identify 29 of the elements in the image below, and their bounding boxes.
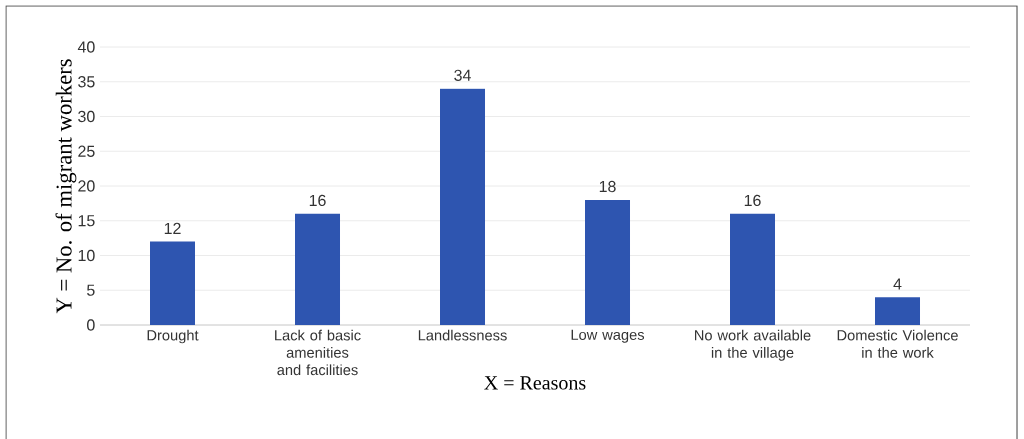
y-tick-label: 0: [87, 319, 95, 331]
bar: [585, 199, 631, 325]
data-label: 16: [309, 194, 326, 207]
bar: [440, 88, 486, 325]
data-label: 4: [893, 278, 902, 290]
y-tick-label: 30: [78, 110, 95, 123]
data-label: 16: [744, 194, 761, 207]
data-label: 18: [599, 180, 616, 193]
data-label: 12: [164, 222, 181, 234]
bar: [150, 241, 195, 325]
y-tick-label: 20: [78, 180, 95, 192]
y-tick-label: 25: [78, 145, 95, 157]
y-tick-label: 35: [78, 76, 95, 88]
x-tick-label: Drought: [147, 329, 199, 344]
x-axis-title: X = Reasons: [484, 376, 586, 390]
y-tick-label: 15: [78, 215, 95, 227]
x-tick-label: Landlessness: [418, 329, 507, 341]
bar: [875, 297, 921, 325]
x-tick-label: Domestic Violence in the work: [837, 329, 958, 358]
data-label: 34: [454, 69, 471, 81]
y-tick-label: 10: [78, 249, 95, 262]
bar: [730, 213, 776, 325]
x-tick-label: Lack of basic amenities and facilities: [275, 329, 361, 376]
x-tick-label: No work available in the village: [695, 329, 811, 361]
x-tick-label: Low wages: [571, 329, 645, 343]
y-tick-label: 5: [87, 284, 95, 296]
y-axis-title: Y = No. of migrant workers: [55, 59, 77, 314]
bar: [295, 213, 341, 325]
y-tick-label: 40: [77, 41, 95, 53]
